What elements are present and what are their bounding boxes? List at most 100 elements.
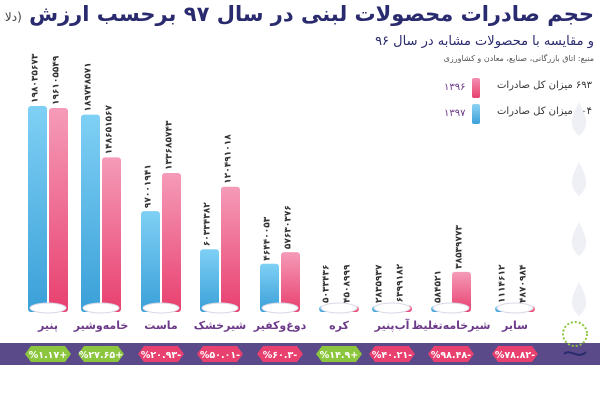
category-label-0: پنیر (37, 319, 58, 332)
change-badge-5: %۱۴.۹+ (316, 346, 362, 362)
logo-swash (563, 351, 587, 356)
bar-value-label-1396-1: ۱۴۸۶۵۱۵۶۷ (105, 104, 115, 154)
product-icon-4 (261, 302, 299, 314)
product-icon-0 (29, 302, 67, 314)
change-badge-text-2: %۲۰.۹۳- (141, 350, 181, 361)
product-icon-5 (320, 302, 358, 314)
icon-plate (320, 302, 358, 314)
bar-value-label-1397-5: ۵۰۳۳۴۳۶ (322, 265, 332, 303)
chart-title-unit: (دلار) (4, 10, 22, 24)
icon-plate (201, 302, 239, 314)
change-badge-text-8: %۷۸.۸۲- (495, 350, 535, 361)
category-label-4: دوغ‌وکفیر (253, 319, 307, 332)
drop-decoration (571, 162, 587, 196)
bar-value-label-1396-3: ۱۲۰۴۹۱۰۱۸ (224, 134, 234, 184)
bar-value-label-1397-3: ۶۰۳۳۴۳۸۲ (203, 202, 213, 246)
bar-value-label-1397-0: ۱۹۸۰۳۵۶۷۳ (31, 53, 41, 103)
change-badge-shape (492, 346, 538, 362)
decorative-drops (571, 102, 587, 316)
bar-1396-1 (102, 157, 121, 312)
change-badge-shape (138, 346, 184, 362)
product-icon-6 (373, 302, 411, 314)
bar-1397-4 (260, 263, 279, 312)
icon-plate (261, 302, 299, 314)
legend-year-1396: ۱۳۹۶ (444, 82, 466, 93)
bar-value-label-1396-8: ۴۸۷۰۹۸۴ (519, 264, 529, 303)
bar-1397-3 (200, 249, 219, 312)
product-icons-layer (29, 302, 534, 314)
change-badge-text-5: %۱۴.۹+ (320, 350, 358, 361)
icon-plate (373, 302, 411, 314)
bar-1397-2 (141, 211, 160, 312)
product-icon-1 (82, 302, 120, 314)
bar-value-label-1396-5: ۴۵۰۸۹۹۹ (343, 264, 353, 303)
bar-1396-3 (221, 186, 240, 312)
change-badge-shape (369, 346, 415, 362)
category-label-6: آب‌پنیر (374, 318, 410, 332)
bar-value-label-1397-2: ۹۷۰۰۱۹۴۱ (144, 164, 154, 208)
change-badge-text-3: %۵۰.۰۱- (200, 350, 240, 361)
change-badge-8: %۷۸.۸۲- (492, 346, 538, 362)
bar-1396-2 (162, 172, 181, 312)
bar-value-label-1396-4: ۵۷۶۳۰۳۷۶ (284, 205, 294, 249)
change-badge-shape (316, 346, 362, 362)
product-icon-3 (201, 302, 239, 314)
legend-swatch-1396 (472, 78, 480, 98)
bar-1397-1 (81, 114, 100, 312)
legend-swatch-1397 (472, 104, 480, 124)
product-icon-7 (432, 302, 470, 314)
change-badge-text-4: %۶۰.۳- (263, 350, 298, 361)
publisher-logo (562, 321, 588, 356)
icon-plate (432, 302, 470, 314)
drop-decoration (571, 222, 587, 256)
change-badge-shape (428, 346, 474, 362)
change-badge-text-1: %۲۷.۶۵+ (79, 350, 123, 361)
category-label-7: شیرخامه‌تغلیظ (412, 319, 491, 332)
legend-year-1397: ۱۳۹۷ (444, 108, 466, 119)
change-badge-shape (78, 346, 124, 362)
product-icon-8 (496, 302, 534, 314)
category-labels-layer: پنیر خامه‌وشیر ماست شیرخشک دوغ‌وکفیر کره آب‌پن… (37, 318, 528, 332)
bar-1397-0 (28, 106, 47, 312)
change-badge-4: %۶۰.۳- (257, 346, 303, 362)
product-icon-2 (142, 302, 180, 314)
chart-title-text: حجم صادرات محصولات لبنی در سال ۹۷ برحسب … (29, 2, 594, 26)
bar-value-label-1397-8: ۱۱۱۴۶۱۲ (498, 264, 508, 303)
bar-1396-7 (452, 271, 471, 312)
change-badge-0: %۱.۱۷+ (25, 346, 71, 362)
bar-value-label-1396-0: ۱۹۶۱۰۵۵۴۹ (52, 55, 62, 105)
change-badge-text-0: %۱.۱۷+ (29, 350, 67, 361)
legend-item-1397: ۱۳۹۷ ۶۰۴ میزان کل صادرات (444, 104, 594, 126)
icon-plate (142, 302, 180, 314)
change-badge-6: %۴۰.۲۱- (369, 346, 415, 362)
category-label-5: کره (329, 319, 349, 332)
drop-decoration (571, 102, 587, 136)
chart-subtitle: و مقایسه با محصولات مشابه در سال ۹۶ (375, 34, 594, 49)
change-badge-shape (25, 346, 71, 362)
change-badge-7: %۹۸.۴۸- (428, 346, 474, 362)
legend-label-1396: ۶۹۳ میزان کل صادرات (496, 80, 592, 91)
change-badge-2: %۲۰.۹۳- (138, 346, 184, 362)
bar-value-label-1397-1: ۱۸۹۷۴۸۵۷۱ (84, 62, 94, 111)
category-label-1: خامه‌وشیر (73, 319, 129, 332)
legend-item-1396: ۱۳۹۶ ۶۹۳ میزان کل صادرات (444, 78, 594, 100)
icon-plate (82, 302, 120, 314)
change-badge-shape (197, 346, 243, 362)
category-label-8: سایر (501, 319, 528, 332)
legend-label-1397: ۶۰۴ میزان کل صادرات (496, 106, 592, 117)
change-badge-text-6: %۴۰.۲۱- (372, 350, 412, 361)
category-label-2: ماست (144, 319, 177, 332)
chart-title: حجم صادرات محصولات لبنی در سال ۹۷ برحسب … (4, 2, 594, 26)
bar-1396-4 (281, 252, 300, 312)
bar-value-label-1397-4: ۴۶۴۴۰۰۵۳ (263, 216, 273, 260)
change-badge-text-7: %۹۸.۴۸- (431, 350, 471, 361)
drop-decoration (571, 282, 587, 316)
bar-1396-0 (49, 108, 68, 312)
change-badge-3: %۵۰.۰۱- (197, 346, 243, 362)
bar-value-label-1396-7: ۳۸۵۳۹۷۷۳ (455, 224, 465, 268)
logo-ring (562, 321, 588, 347)
bar-value-label-1396-6: ۶۳۹۹۱۸۲ (396, 263, 406, 302)
